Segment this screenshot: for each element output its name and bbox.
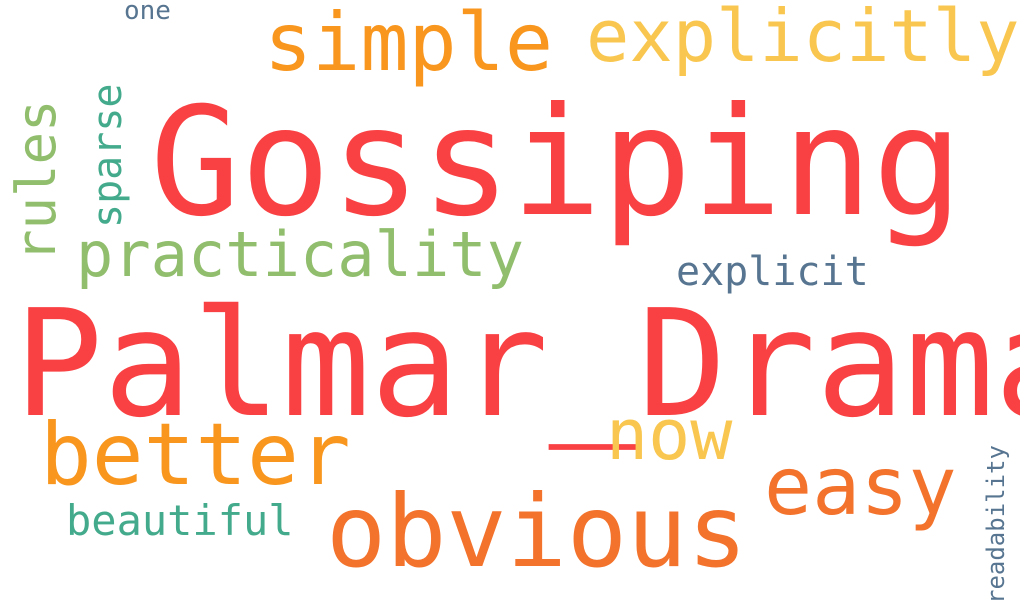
word-explicitly: explicitly [586, 0, 1020, 78]
word-gossiping: Gossiping [150, 76, 963, 250]
word-rules: rules [5, 99, 68, 262]
word-beautiful: beautiful [66, 496, 294, 545]
word-sparse: sparse [85, 83, 131, 229]
word-practicality: practicality [76, 218, 524, 291]
word-readability: readability [982, 445, 1010, 604]
word-now: now [606, 394, 733, 476]
word-obvious: obvious [326, 473, 748, 590]
word-explicit: explicit [676, 249, 869, 295]
word-palmar-drama: Palmar_Drama [14, 278, 1020, 450]
word-simple: simple [264, 0, 553, 89]
word-better: better [40, 405, 351, 505]
word-easy: easy [764, 440, 957, 533]
word-one: one [124, 0, 171, 26]
